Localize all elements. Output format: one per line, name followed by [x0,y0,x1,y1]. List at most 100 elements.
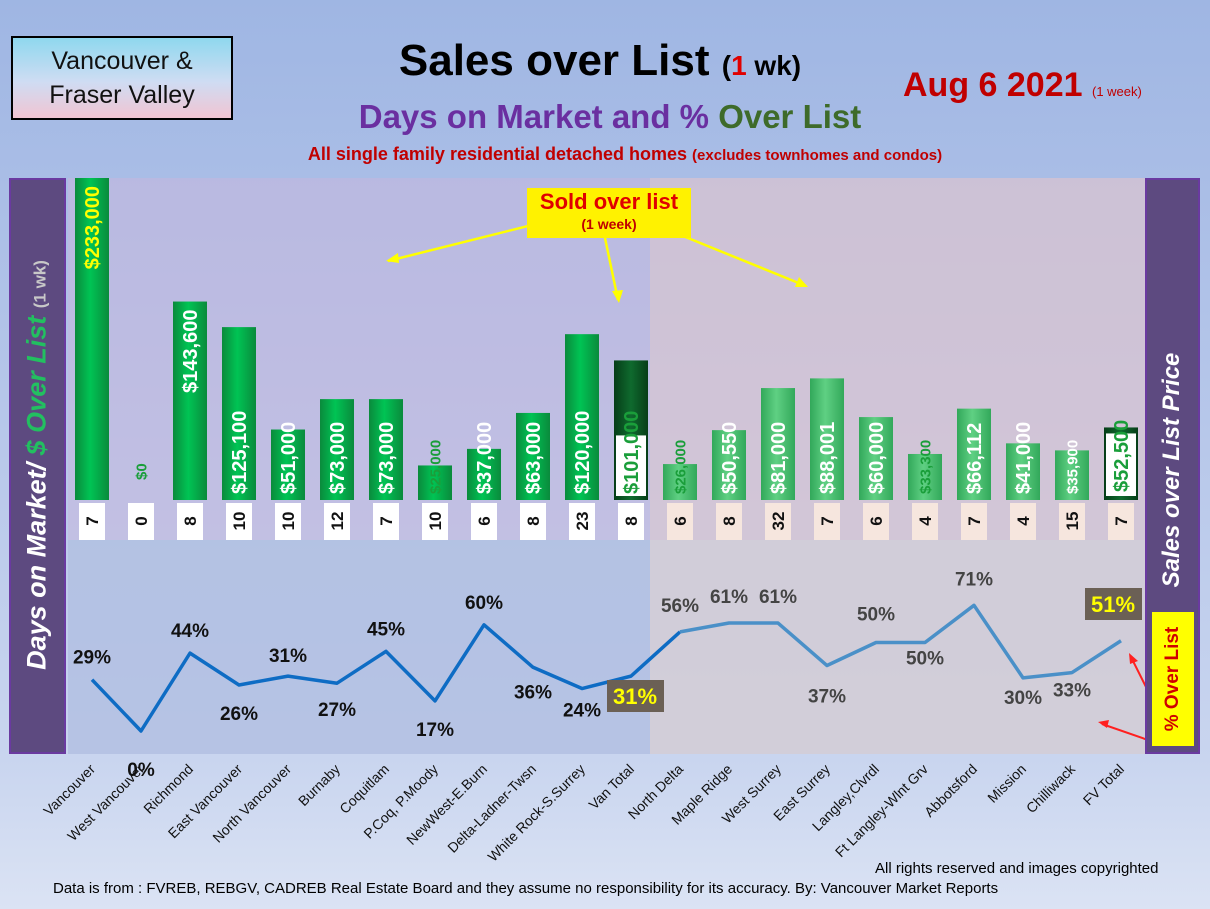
price-label-0: $233,000 [82,186,104,269]
bar-18 [957,408,991,500]
pct-label-0: 29% [73,648,111,669]
dom-label-9: 8 [524,516,543,525]
price-label-14: $81,000 [768,422,790,494]
price-label-5: $73,000 [327,422,349,494]
bar-19 [1006,443,1040,500]
dom-box-19 [1010,503,1036,540]
note-main: All single family residential detached h… [307,144,688,164]
price-label-10: $120,000 [572,411,594,494]
dom-label-5: 12 [328,512,347,531]
dom-label-11: 8 [622,516,641,525]
pct-label-14: 61% [759,587,797,608]
bar-3 [222,327,256,500]
dom-label-8: 6 [475,516,494,525]
footer-source: Data is from : FVREB, REBGV, CADREB Real… [53,880,999,897]
pct-label-16: 50% [857,605,895,626]
left-label-part2: $ Over List [21,315,52,456]
dom-box-16 [863,503,889,540]
dom-box-7 [422,503,448,540]
dom-label-6: 7 [377,516,396,525]
price-label-8: $37,000 [474,422,496,494]
pct-line-fv [679,603,1122,680]
dom-box-4 [275,503,301,540]
price-label-16: $60,000 [866,422,888,494]
date-main: Aug 6 2021 [903,66,1083,104]
title-open: ( [721,50,732,81]
dom-label-15: 7 [818,516,837,525]
price-label-18: $66,112 [964,423,986,494]
price-label-15: $88,001 [817,422,839,494]
bar-total-inner-21 [1106,433,1136,496]
bar-total-inner-11 [616,435,646,496]
pct-label-18: 71% [955,569,993,590]
dom-box-11 [618,503,644,540]
arrow-right [682,234,807,288]
bar-2 [173,301,207,500]
subtitle-part1: Days on Market and % [358,98,719,135]
bar-6 [369,399,403,500]
dom-box-8 [471,503,497,540]
sold-over-list-label: Sold over list (1 week) [527,188,691,238]
price-label-17: $33,300 [917,440,934,494]
dom-label-3: 10 [230,512,249,531]
category-label-5: Burnaby [295,761,343,809]
price-label-21: $52,500 [1111,420,1133,492]
dom-label-12: 6 [671,516,690,525]
price-label-7: $25,000 [427,440,444,494]
left-label-small: (1 wk) [30,260,50,309]
bar-0 [75,178,109,500]
region-line2: Fraser Valley [49,81,195,109]
title-close: wk) [746,50,802,81]
dom-label-1: 0 [132,516,151,525]
pct-line-van [90,623,682,733]
dom-label-2: 8 [181,516,200,525]
bar-16 [859,417,893,500]
dom-label-21: 7 [1112,516,1131,525]
dom-label-10: 23 [573,512,592,531]
sold-label-main: Sold over list [539,189,679,214]
dom-box-12 [667,503,693,540]
category-label-20: Chilliwack [1023,760,1079,816]
dom-box-0 [79,503,105,540]
dom-box-20 [1059,503,1085,540]
pct-label-1: 0% [127,760,155,781]
right-axis-label: Sales over List Price [1158,352,1185,588]
price-label-6: $73,000 [376,422,398,494]
chart-subtitle: Days on Market and % Over List [250,98,970,136]
dom-label-16: 6 [867,516,886,525]
pct-total-box-11 [607,680,664,712]
dom-box-13 [716,503,742,540]
dom-label-20: 15 [1063,512,1082,531]
dom-label-17: 4 [916,516,935,526]
arrow-pct-lower [1101,723,1149,741]
sold-label-small: (1 week) [581,216,637,232]
category-label-11: Van Total [585,761,637,813]
subtitle-part2: Over List [718,98,862,135]
note-small: (excludes townhomes and condos) [692,147,943,164]
pct-label-3: 26% [220,704,258,725]
price-label-9: $63,000 [523,422,545,494]
price-label-11: $101,000 [621,411,643,494]
bar-7 [418,465,452,500]
category-label-17: Ft Langley-Wlnt Grv [832,761,931,860]
pct-label-17: 50% [906,649,944,670]
bar-15 [810,378,844,500]
dom-box-14 [765,503,791,540]
dom-box-1 [128,503,154,540]
footer-rights: All rights reserved and images copyright… [875,860,1159,877]
arrowhead-right [795,277,808,287]
bar-20 [1055,450,1089,500]
dom-box-15 [814,503,840,540]
bar-14 [761,388,795,500]
report-date: Aug 6 2021 (1 week) [903,66,1142,105]
title-main: Sales over List [398,36,710,85]
pct-label-8: 60% [465,593,503,614]
pct-label-9: 36% [514,682,552,703]
price-label-19: $41,000 [1013,422,1035,494]
dom-label-18: 7 [965,516,984,525]
pct-label-12: 56% [661,596,699,617]
plot-area-lower-van [68,540,650,754]
left-axis-panel [9,178,66,754]
dom-box-18 [961,503,987,540]
